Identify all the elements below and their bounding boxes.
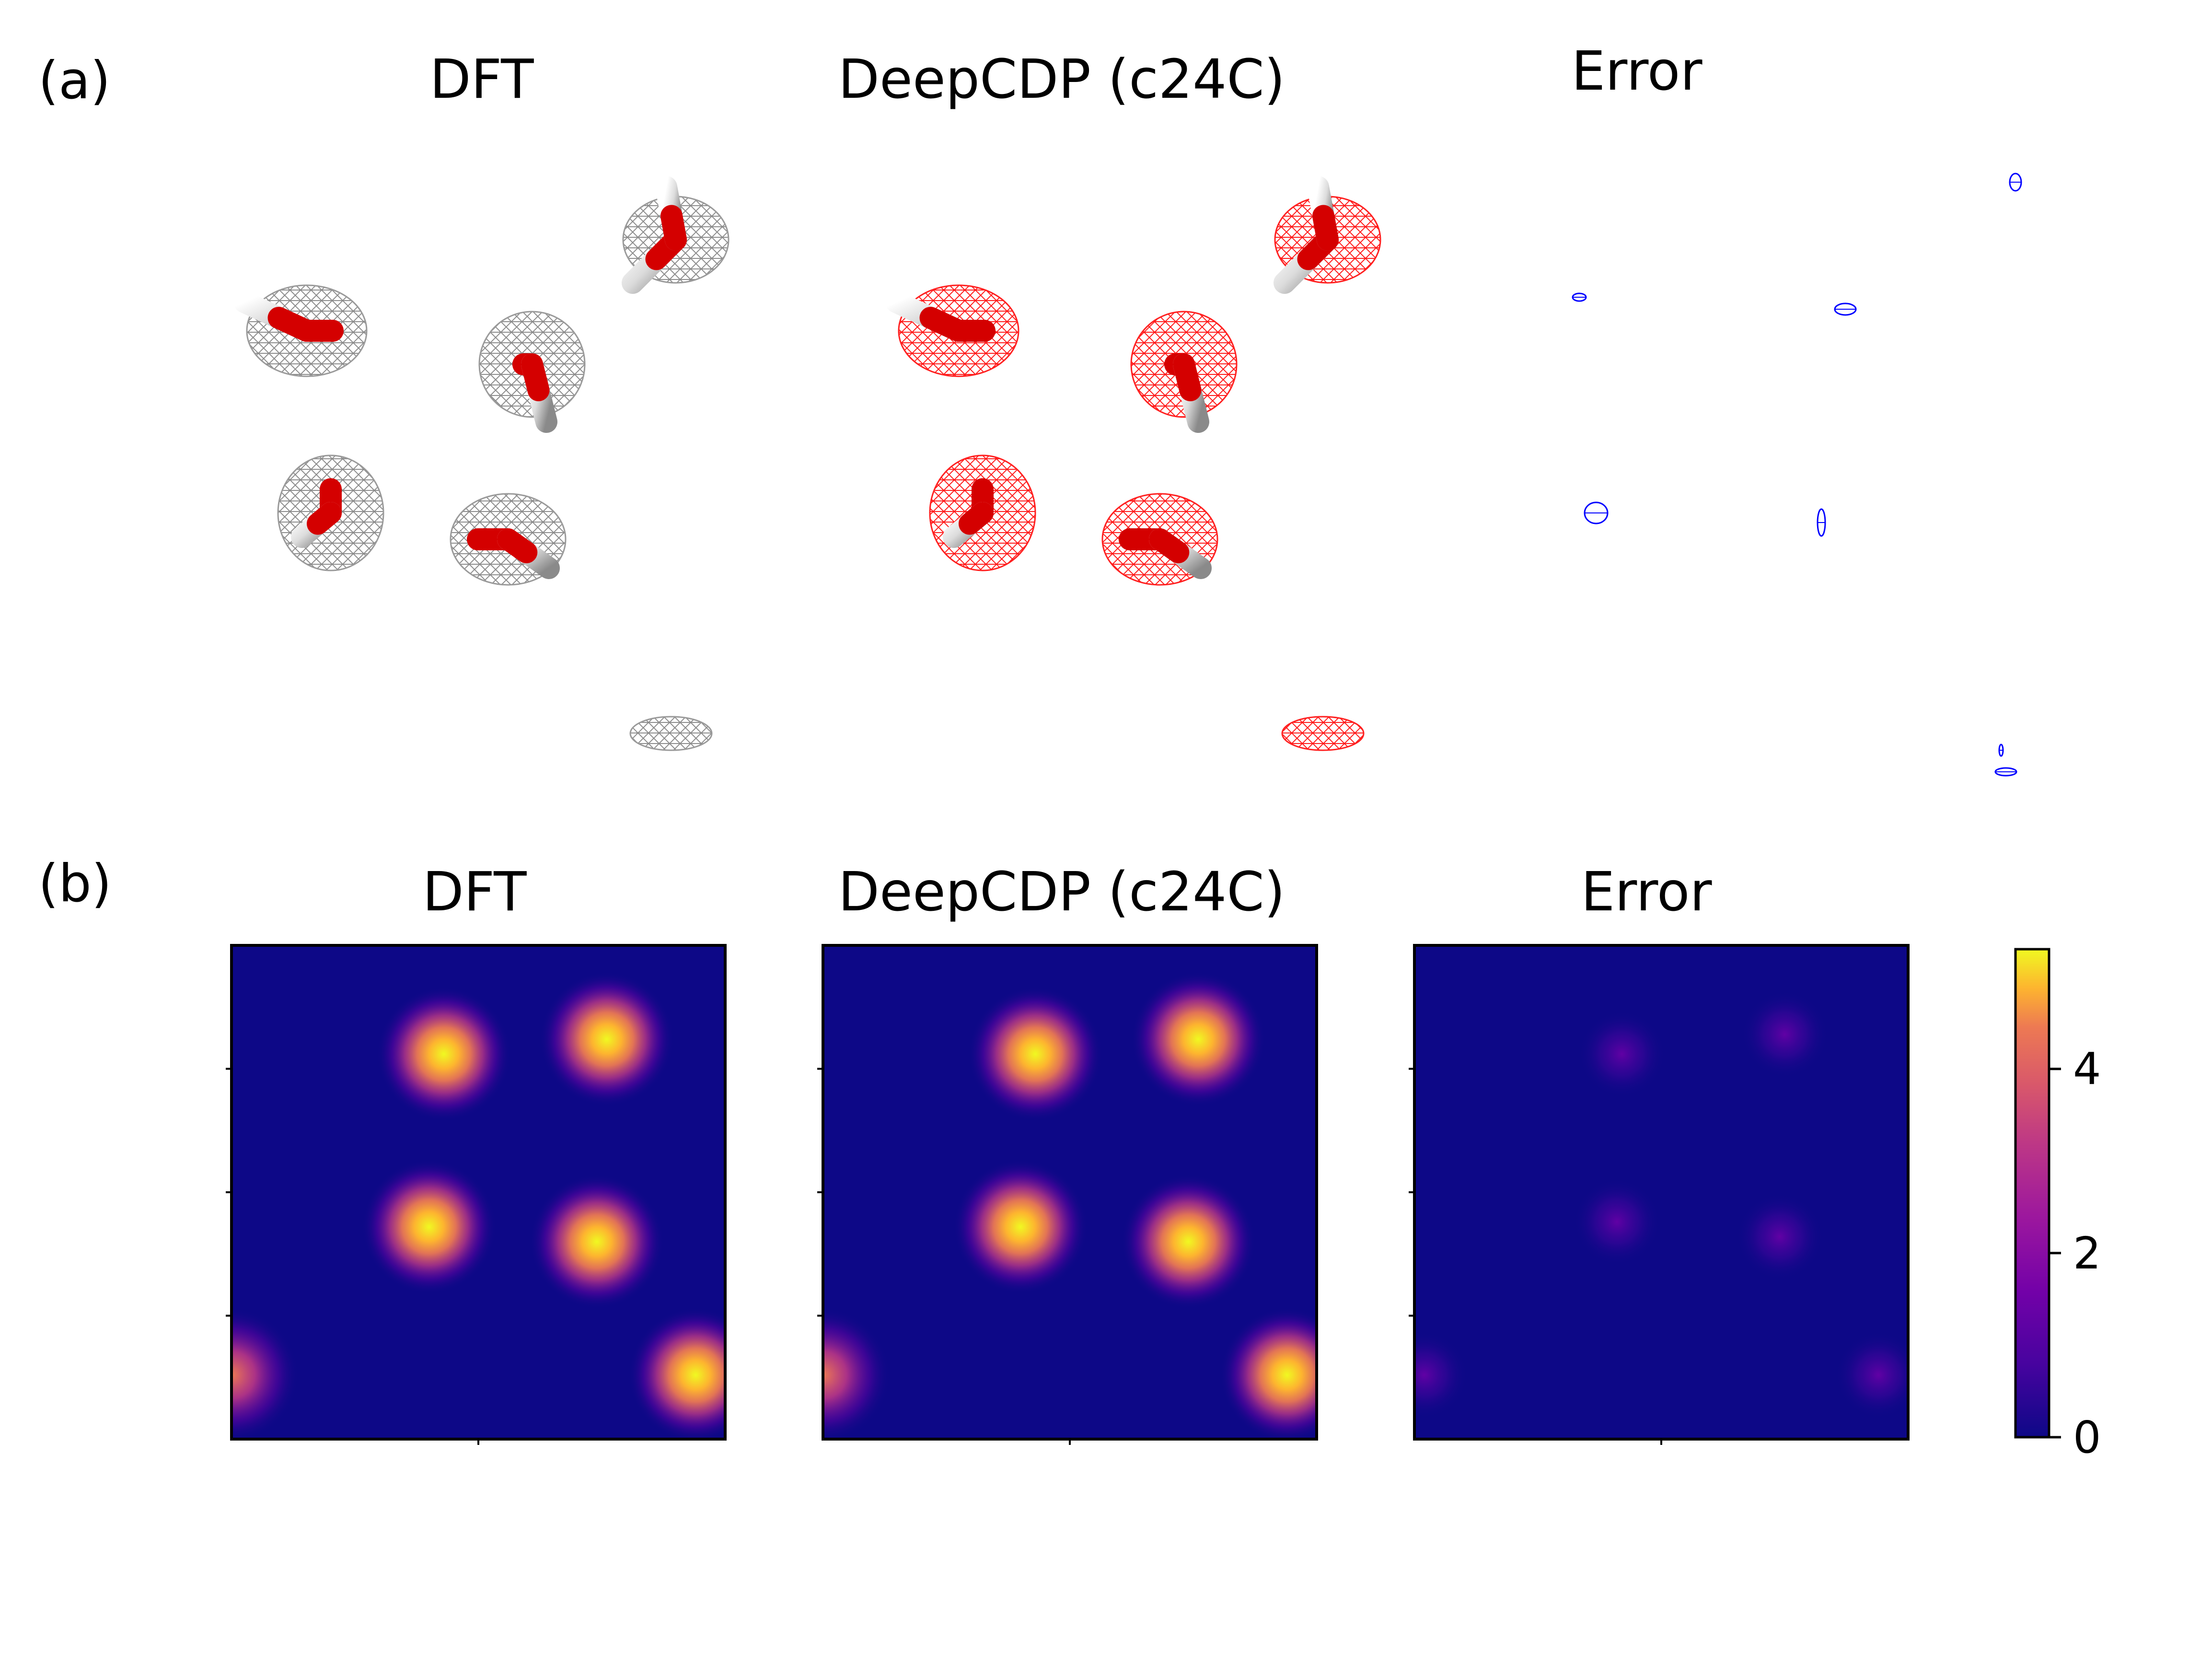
- heatmap-background: [1414, 945, 1908, 1439]
- colorbar-tick-label: 0: [2073, 1412, 2101, 1463]
- oxygen-atom: [497, 528, 538, 563]
- oxygen-atom: [1173, 353, 1202, 401]
- heatmap-spot: [628, 1308, 725, 1439]
- heatmap-spot: [362, 1160, 496, 1294]
- panel-a-label: (a): [38, 51, 111, 111]
- colorbar: 0 2 4: [2014, 948, 2101, 1463]
- density-isosurface: [1281, 716, 1365, 751]
- oxygen-atom: [1149, 528, 1190, 563]
- heatmap-panel: [1414, 945, 1908, 1439]
- panel-b-title-model: DeepCDP (c24C): [838, 861, 1286, 923]
- heatmap-spot: [539, 972, 674, 1106]
- panel-b-title-error: Error: [1581, 861, 1712, 923]
- oxygen-atom: [521, 353, 550, 401]
- panel-b-title-dft: DFT: [422, 861, 527, 923]
- heatmap-panel: [823, 945, 1317, 1439]
- heatmap-spot: [1131, 972, 1265, 1106]
- colorbar-gradient: [2014, 948, 2050, 1439]
- colorbar-tick-label: 4: [2073, 1044, 2101, 1095]
- heatmap-spot: [968, 987, 1102, 1121]
- density-isosurface: [629, 716, 713, 751]
- heatmap-spot: [1121, 1175, 1256, 1309]
- oxygen-atom: [307, 502, 342, 535]
- heatmap-spot: [1737, 1193, 1823, 1280]
- heatmap-spot: [1574, 1178, 1660, 1265]
- oxygen-atom: [959, 502, 994, 535]
- heatmap-spot: [1220, 1308, 1317, 1439]
- panel-a-title-error: Error: [1571, 40, 1702, 103]
- panel-a-renderings: [233, 173, 2022, 777]
- panel-b-label: (b): [38, 854, 112, 914]
- heatmap-spot: [530, 1175, 664, 1309]
- oxygen-atom: [1312, 205, 1339, 251]
- heatmap-spot: [376, 987, 511, 1121]
- heatmap-spot: [232, 1308, 299, 1439]
- model-density-mesh: [885, 176, 1381, 751]
- error-density-mesh: [1572, 173, 2022, 777]
- oxygen-atom: [660, 205, 687, 251]
- panel-a-title-model: DeepCDP (c24C): [838, 48, 1286, 111]
- heatmap-spot: [1741, 991, 1828, 1078]
- heatmap-spot: [823, 1308, 890, 1439]
- colorbar-tick-label: 2: [2073, 1228, 2101, 1279]
- heatmap-spot: [1414, 1332, 1468, 1419]
- dft-density-mesh: [233, 176, 730, 751]
- heatmap-spot: [1578, 1011, 1665, 1097]
- heatmap-spot: [1835, 1332, 1908, 1419]
- heatmap-spot: [953, 1160, 1088, 1294]
- panel-a-title-dft: DFT: [429, 48, 534, 111]
- heatmap-panel: [232, 945, 725, 1439]
